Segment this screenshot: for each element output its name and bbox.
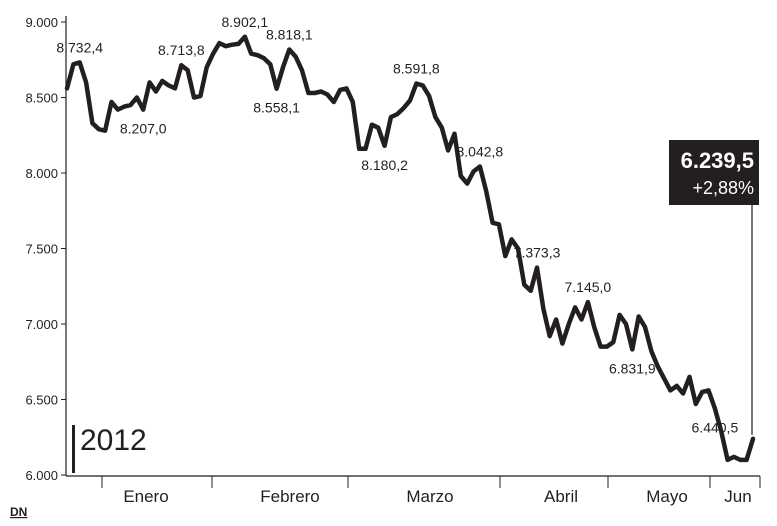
index-line <box>64 34 756 463</box>
data-label: 8.902,1 <box>221 14 268 30</box>
data-label: 8.207,0 <box>120 121 167 137</box>
data-label: 8.591,8 <box>393 61 440 77</box>
data-labels: 8.732,4 8.207,0 8.713,8 8.902,1 8.558,1 8.818… <box>56 14 738 436</box>
data-label: 8.732,4 <box>56 39 103 55</box>
month-label: Abril <box>544 487 578 506</box>
y-tick-label: 6.500 <box>25 393 58 408</box>
data-label: 7.373,3 <box>514 245 561 261</box>
callout-value: 6.239,5 <box>681 148 754 173</box>
y-tick-label: 9.000 <box>25 15 58 30</box>
y-axis: 9.000 8.500 8.000 7.500 7.000 6.500 6.000 <box>25 15 67 483</box>
month-label: Enero <box>123 487 168 506</box>
data-label: 7.145,0 <box>564 279 611 295</box>
data-label: 8.818,1 <box>266 26 313 42</box>
last-value-callout: 6.239,5 +2,88% <box>669 140 759 435</box>
year-label: 2012 <box>80 424 147 457</box>
y-tick-label: 7.500 <box>25 242 58 257</box>
y-tick-label: 6.000 <box>25 468 58 483</box>
callout-box <box>669 140 759 205</box>
data-label: 8.042,8 <box>457 144 504 160</box>
data-label: 6.831,9 <box>609 360 656 376</box>
y-tick-label: 8.000 <box>25 166 58 181</box>
x-axis: Enero Febrero Marzo Abril Mayo Jun <box>66 475 761 506</box>
data-label: 8.558,1 <box>253 100 300 116</box>
series <box>64 34 756 463</box>
year-marker-bar <box>72 425 75 473</box>
month-label: Mayo <box>646 487 688 506</box>
source-logo: DN <box>10 505 27 519</box>
y-tick-label: 8.500 <box>25 91 58 106</box>
callout-change: +2,88% <box>692 178 754 198</box>
data-label: 6.440,5 <box>692 419 739 435</box>
month-label: Marzo <box>406 487 453 506</box>
data-label: 8.713,8 <box>158 42 205 58</box>
month-label: Jun <box>724 487 751 506</box>
month-label: Febrero <box>260 487 320 506</box>
data-label: 8.180,2 <box>361 157 408 173</box>
year-marker: 2012 <box>72 424 147 473</box>
y-tick-label: 7.000 <box>25 317 58 332</box>
